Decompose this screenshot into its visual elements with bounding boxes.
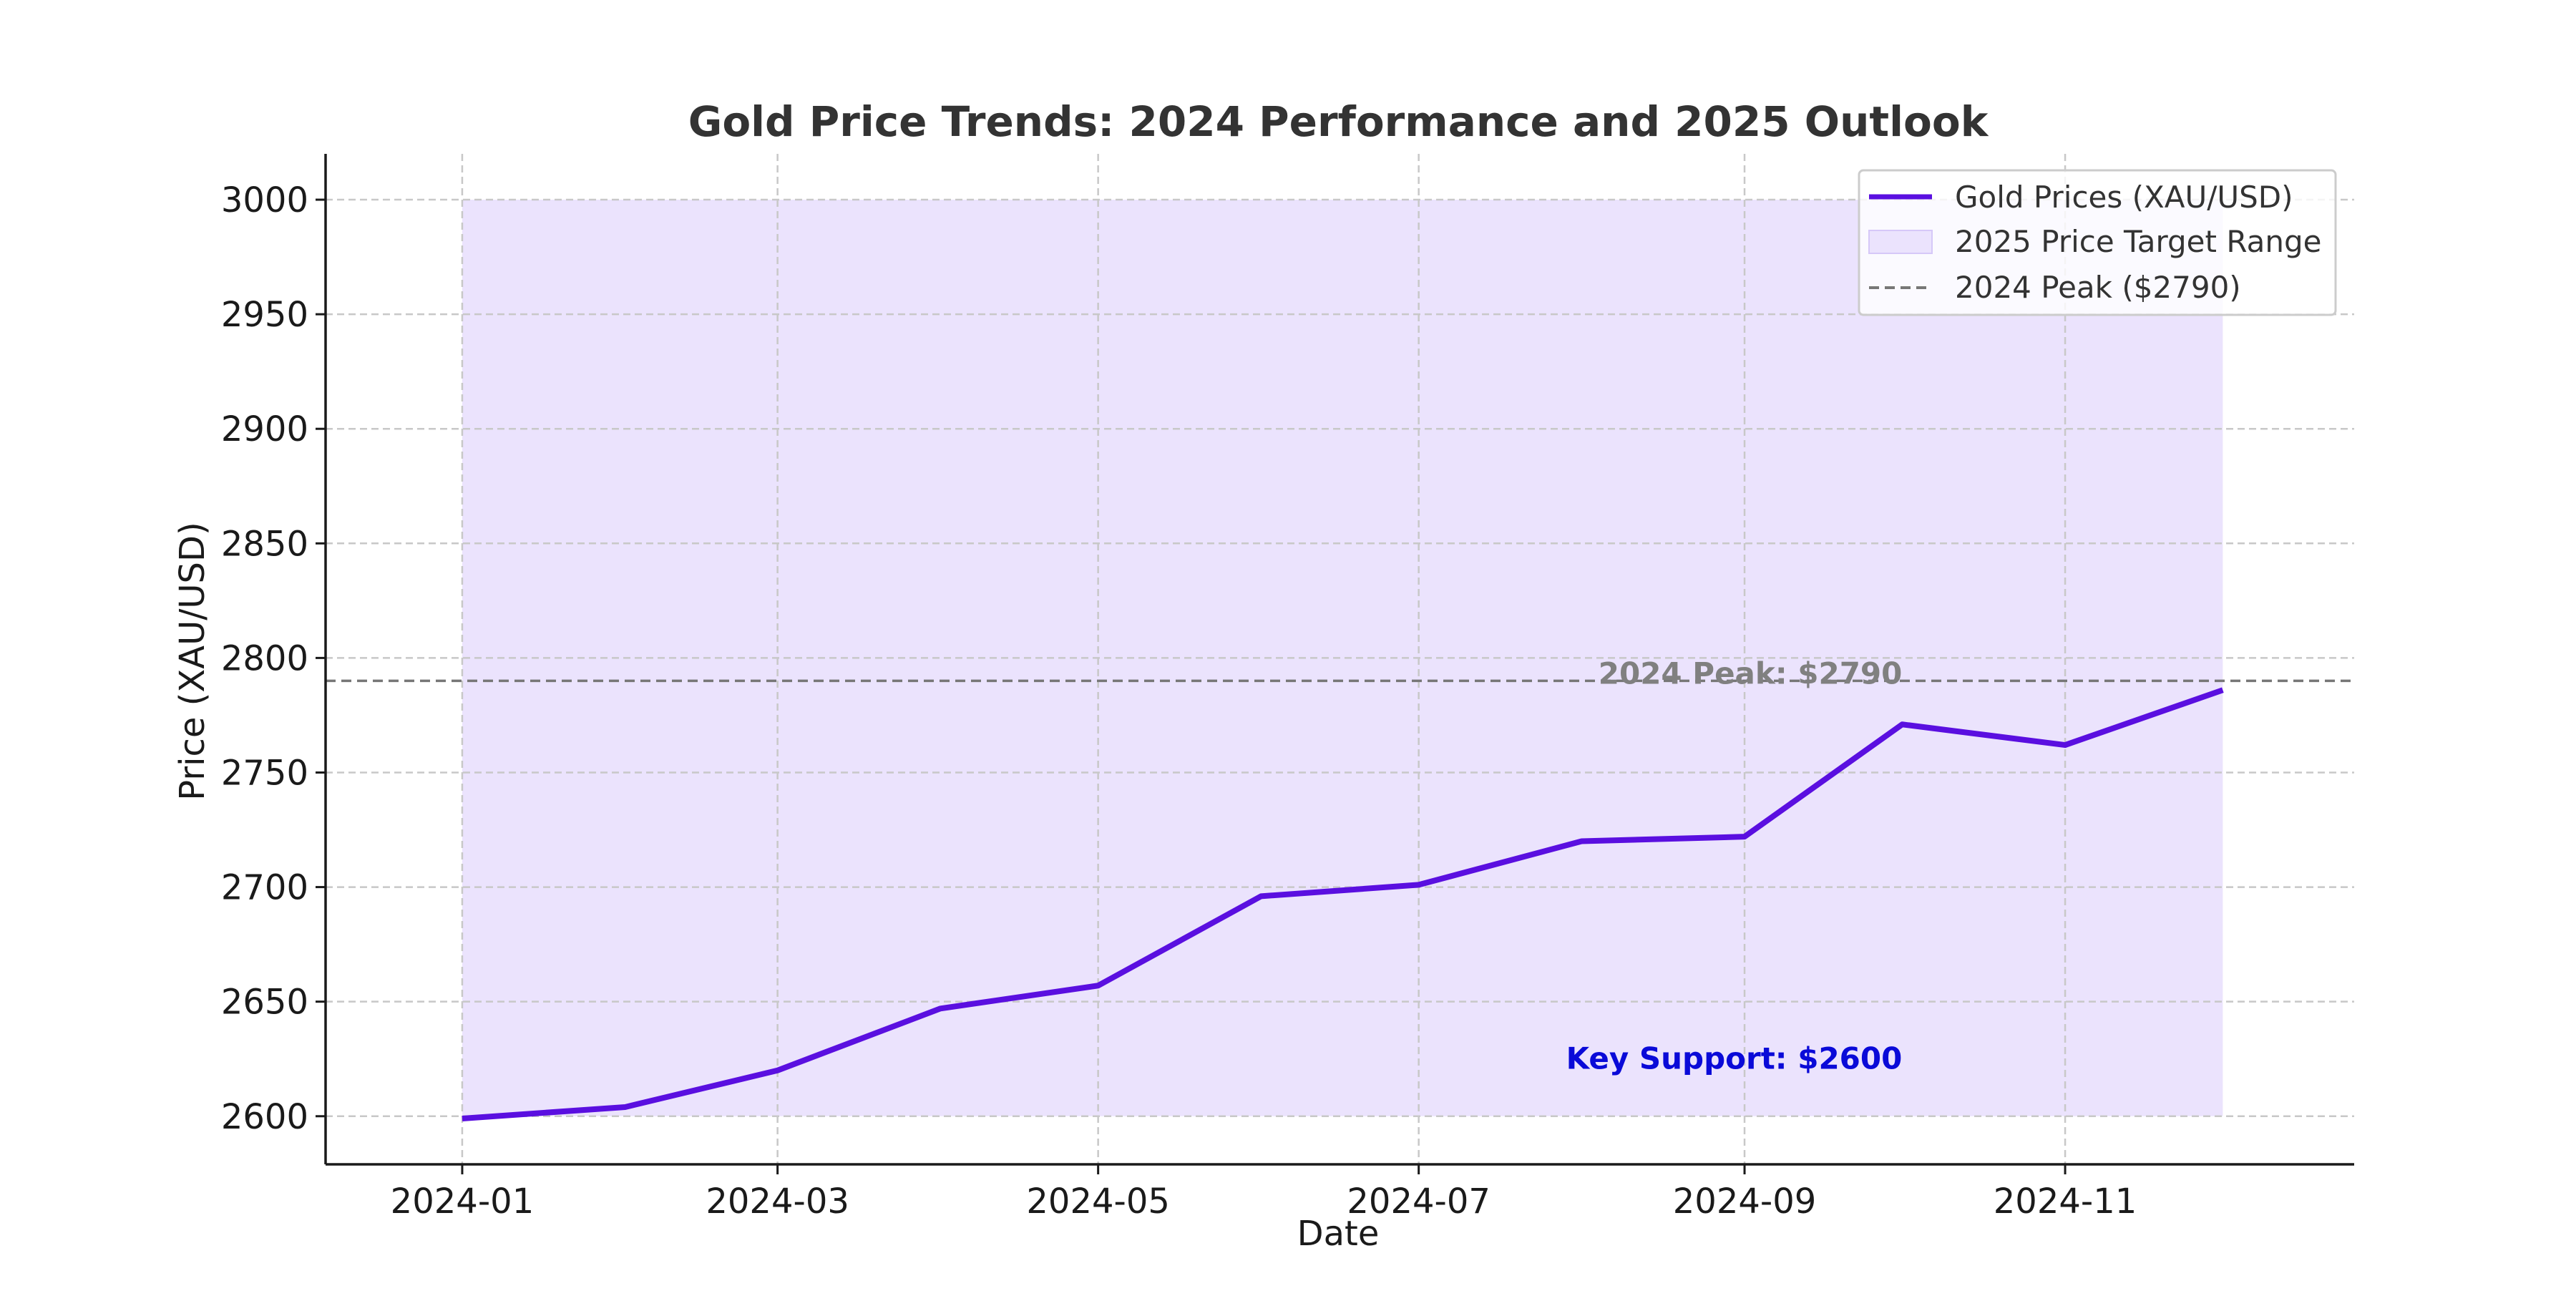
- x-tick-label: 2024-09: [1673, 1182, 1817, 1222]
- y-tick-label: 2700: [221, 868, 308, 908]
- legend: Gold Prices (XAU/USD) 2025 Price Target …: [1859, 170, 2336, 315]
- peak-annotation: 2024 Peak: $2790: [1599, 656, 1903, 691]
- x-tick-label: 2024-05: [1026, 1182, 1170, 1222]
- legend-label-2024-peak: 2024 Peak ($2790): [1955, 270, 2241, 305]
- y-tick-label: 2750: [221, 753, 308, 793]
- y-tick-label: 3000: [221, 180, 308, 220]
- y-tick-label: 2600: [221, 1097, 308, 1137]
- legend-label-gold-prices: Gold Prices (XAU/USD): [1955, 180, 2293, 215]
- y-tick-label: 2950: [221, 295, 308, 335]
- x-axis-label: Date: [1297, 1214, 1380, 1254]
- y-axis-label: Price (XAU/USD): [172, 522, 213, 800]
- x-tick-label: 2024-03: [706, 1182, 849, 1222]
- x-tick-label: 2024-11: [1994, 1182, 2137, 1222]
- y-tick-label: 2650: [221, 983, 308, 1023]
- x-tick-label: 2024-01: [391, 1182, 535, 1222]
- legend-label-target-range: 2025 Price Target Range: [1955, 224, 2321, 259]
- y-tick-label: 2900: [221, 409, 308, 449]
- y-tick-label: 2800: [221, 638, 308, 678]
- y-tick-label: 2850: [221, 524, 308, 564]
- chart-title: Gold Price Trends: 2024 Performance and …: [688, 97, 1989, 146]
- legend-band-swatch: [1869, 230, 1932, 253]
- support-annotation: Key Support: $2600: [1566, 1041, 1903, 1076]
